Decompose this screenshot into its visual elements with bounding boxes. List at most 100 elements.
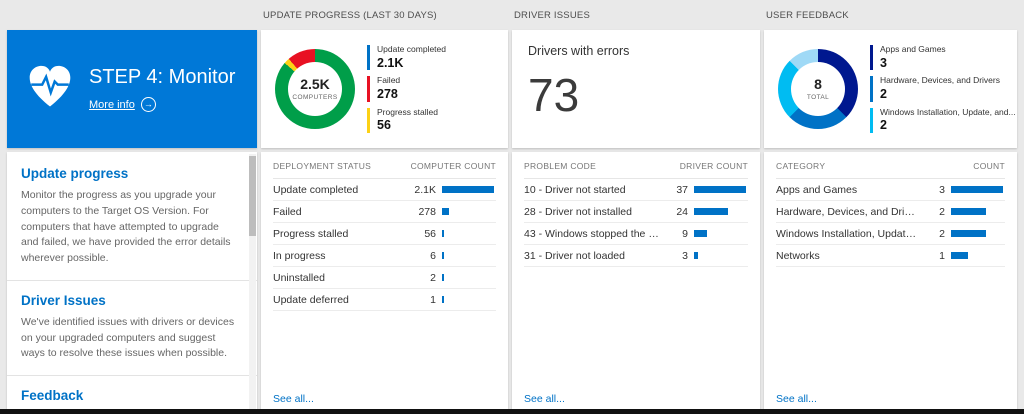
problem-code-table-card: PROBLEM CODE DRIVER COUNT 10 - Driver not … <box>512 152 760 414</box>
donut-hole <box>288 62 342 116</box>
see-all-link-driver-issues[interactable]: See all... <box>524 393 565 405</box>
overview-column-header <box>7 0 257 30</box>
category-table: CATEGORY COUNT Apps and Games 3 Hardware, De… <box>776 152 1005 267</box>
stat-value: 73 <box>528 69 580 121</box>
legend-item: Failed 278 <box>367 76 446 102</box>
row-bar <box>442 186 496 193</box>
row-bar <box>694 252 748 259</box>
bar <box>442 208 449 215</box>
row-label: Progress stalled <box>273 227 349 240</box>
legend-label: Windows Installation, Update, and... <box>880 106 1016 117</box>
row-value: 3 <box>939 183 945 196</box>
table-row[interactable]: Update completed 2.1K <box>273 179 496 201</box>
row-value: 24 <box>676 205 688 218</box>
overview-sections: Update progress Monitor the progress as y… <box>7 166 257 414</box>
table-header-left: DEPLOYMENT STATUS <box>273 161 372 171</box>
row-value: 2 <box>939 205 945 218</box>
table-row[interactable]: Hardware, Devices, and Drivers 2 <box>776 201 1005 223</box>
update-progress-donut-chart[interactable]: 2.5K COMPUTERS <box>275 49 355 129</box>
table-header-row: PROBLEM CODE DRIVER COUNT <box>524 152 748 179</box>
legend-value: 56 <box>377 118 391 133</box>
row-bar <box>951 252 1005 259</box>
row-label: Failed <box>273 205 302 218</box>
row-value: 37 <box>676 183 688 196</box>
user-feedback-donut-chart[interactable]: 8 TOTAL <box>778 49 858 129</box>
row-bar <box>951 230 1005 237</box>
row-bar <box>694 208 748 215</box>
bar <box>442 230 444 237</box>
legend-label: Hardware, Devices, and Drivers <box>880 75 1000 86</box>
row-label: 43 - Windows stopped the devi... <box>524 227 660 240</box>
dashboard-columns: STEP 4: Monitor More info → Update progr… <box>7 0 1017 414</box>
table-row[interactable]: Uninstalled 2 <box>273 267 496 289</box>
row-label: 31 - Driver not loaded <box>524 249 625 262</box>
bar <box>951 230 986 237</box>
row-bar <box>442 296 496 303</box>
column-overview: STEP 4: Monitor More info → Update progr… <box>7 0 257 414</box>
user-feedback-chart-card[interactable]: 8 TOTAL Apps and Games 3 Hardware, Devices… <box>764 30 1017 148</box>
scrollbar-thumb[interactable] <box>249 156 256 236</box>
stat-label: Drivers with errors <box>528 44 630 58</box>
table-row[interactable]: Update deferred 1 <box>273 289 496 311</box>
row-value: 1 <box>939 249 945 262</box>
drivers-with-errors-card[interactable]: Drivers with errors 73 <box>512 30 760 148</box>
table-row[interactable]: Progress stalled 56 <box>273 223 496 245</box>
update-progress-chart-card[interactable]: 2.5K COMPUTERS Update completed 2.1K Faile… <box>261 30 508 148</box>
legend-value: 2 <box>880 118 887 133</box>
bar <box>694 230 707 237</box>
donut-hole <box>791 62 845 116</box>
section-heading-feedback[interactable]: Feedback <box>21 388 84 403</box>
more-info-link[interactable]: More info → <box>89 97 235 112</box>
row-label: Update completed <box>273 183 359 196</box>
see-all-link-user-feedback[interactable]: See all... <box>776 393 817 405</box>
donut-center-value: 8 <box>814 76 822 93</box>
row-bar <box>442 230 496 237</box>
step-tile[interactable]: STEP 4: Monitor More info → <box>7 30 257 148</box>
deployment-status-table: DEPLOYMENT STATUS COMPUTER COUNT Update co… <box>273 152 496 311</box>
row-label: 10 - Driver not started <box>524 183 626 196</box>
arrow-right-icon: → <box>140 97 156 112</box>
donut-center-value: 2.5K <box>300 76 330 93</box>
scrollbar-track[interactable] <box>249 154 256 412</box>
table-row[interactable]: 31 - Driver not loaded 3 <box>524 245 748 267</box>
bar <box>694 252 698 259</box>
table-row[interactable]: In progress 6 <box>273 245 496 267</box>
bar <box>442 186 494 193</box>
bar <box>694 186 746 193</box>
row-value: 3 <box>682 249 688 262</box>
table-header-row: CATEGORY COUNT <box>776 152 1005 179</box>
row-label: Hardware, Devices, and Drivers <box>776 205 917 218</box>
column-user-feedback: USER FEEDBACK 8 TOTAL Apps and Games 3 Har… <box>764 0 1017 414</box>
row-bar <box>951 186 1005 193</box>
legend-item: Hardware, Devices, and Drivers 2 <box>870 75 1016 102</box>
step-tile-text: STEP 4: Monitor More info → <box>89 66 235 112</box>
row-value: 9 <box>682 227 688 240</box>
section-heading-driver-issues[interactable]: Driver Issues <box>21 292 106 308</box>
update-progress-legend: Update completed 2.1K Failed 278 Progress st… <box>367 39 446 138</box>
table-header-right: COUNT <box>973 161 1005 171</box>
row-label: Apps and Games <box>776 183 858 196</box>
row-value: 2.1K <box>414 183 436 196</box>
table-row[interactable]: Apps and Games 3 <box>776 179 1005 201</box>
table-row[interactable]: 43 - Windows stopped the devi... 9 <box>524 223 748 245</box>
section-description-driver-issues: We've identified issues with drivers or … <box>21 315 235 360</box>
section-heading-update-progress[interactable]: Update progress <box>21 166 129 181</box>
overview-card: Update progress Monitor the progress as y… <box>7 152 257 414</box>
divider <box>7 375 257 376</box>
table-row[interactable]: 28 - Driver not installed 24 <box>524 201 748 223</box>
bar <box>694 208 728 215</box>
legend-value: 3 <box>880 56 887 71</box>
heart-pulse-icon <box>25 62 75 117</box>
table-row[interactable]: Windows Installation, Update,... 2 <box>776 223 1005 245</box>
row-value: 2 <box>939 227 945 240</box>
divider <box>7 279 257 281</box>
table-row[interactable]: 10 - Driver not started 37 <box>524 179 748 201</box>
legend-value: 2.1K <box>377 56 404 71</box>
table-row[interactable]: Failed 278 <box>273 201 496 223</box>
panel-header-update-progress: UPDATE PROGRESS (LAST 30 DAYS) <box>263 9 437 21</box>
see-all-link-update-progress[interactable]: See all... <box>273 393 314 405</box>
row-bar <box>442 208 496 215</box>
table-row[interactable]: Networks 1 <box>776 245 1005 267</box>
row-value: 6 <box>430 249 436 262</box>
